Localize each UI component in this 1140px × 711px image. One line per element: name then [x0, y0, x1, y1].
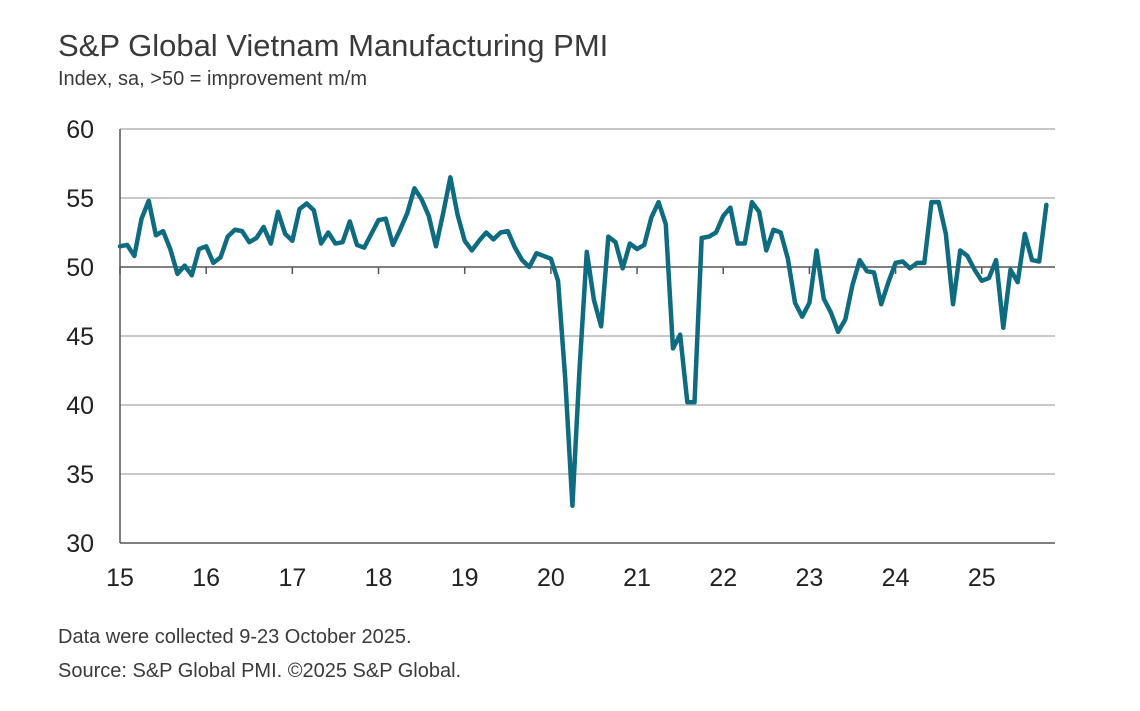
source-note: Source: S&P Global PMI. ©2025 S&P Global…	[58, 660, 462, 682]
y-tick-label-35: 35	[66, 461, 94, 489]
y-axis-tick-labels: 30 35 40 45 50 55 60	[66, 116, 94, 558]
x-tick-label-18: 18	[365, 564, 393, 592]
x-tick-label-23: 23	[795, 564, 823, 592]
series-layer	[117, 175, 1049, 508]
x-tick-label-24: 24	[882, 564, 910, 592]
chart-subtitle: Index, sa, >50 = improvement m/m	[58, 68, 368, 90]
y-tick-label-45: 45	[66, 323, 94, 351]
x-tick-label-15: 15	[106, 564, 134, 592]
x-tick-label-21: 21	[623, 564, 651, 592]
chart-title: S&P Global Vietnam Manufacturing PMI	[58, 28, 609, 63]
y-tick-label-50: 50	[66, 254, 94, 282]
y-tick-label-60: 60	[66, 116, 94, 144]
series-line-0	[117, 175, 1049, 508]
x-axis-tick-labels: 15 16 17 18 19 20 21 22 23 24 25	[106, 564, 996, 592]
x-tick-label-22: 22	[709, 564, 737, 592]
x-tick-label-16: 16	[192, 564, 220, 592]
gridlines	[120, 128, 1055, 475]
data-collection-note: Data were collected 9-23 October 2025.	[58, 626, 412, 648]
x-tick-label-17: 17	[278, 564, 306, 592]
y-tick-label-30: 30	[66, 530, 94, 558]
x-tick-label-19: 19	[451, 564, 479, 592]
x-tick-label-20: 20	[537, 564, 565, 592]
y-tick-label-40: 40	[66, 392, 94, 420]
y-tick-label-55: 55	[66, 185, 94, 213]
x-tick-label-25: 25	[968, 564, 996, 592]
